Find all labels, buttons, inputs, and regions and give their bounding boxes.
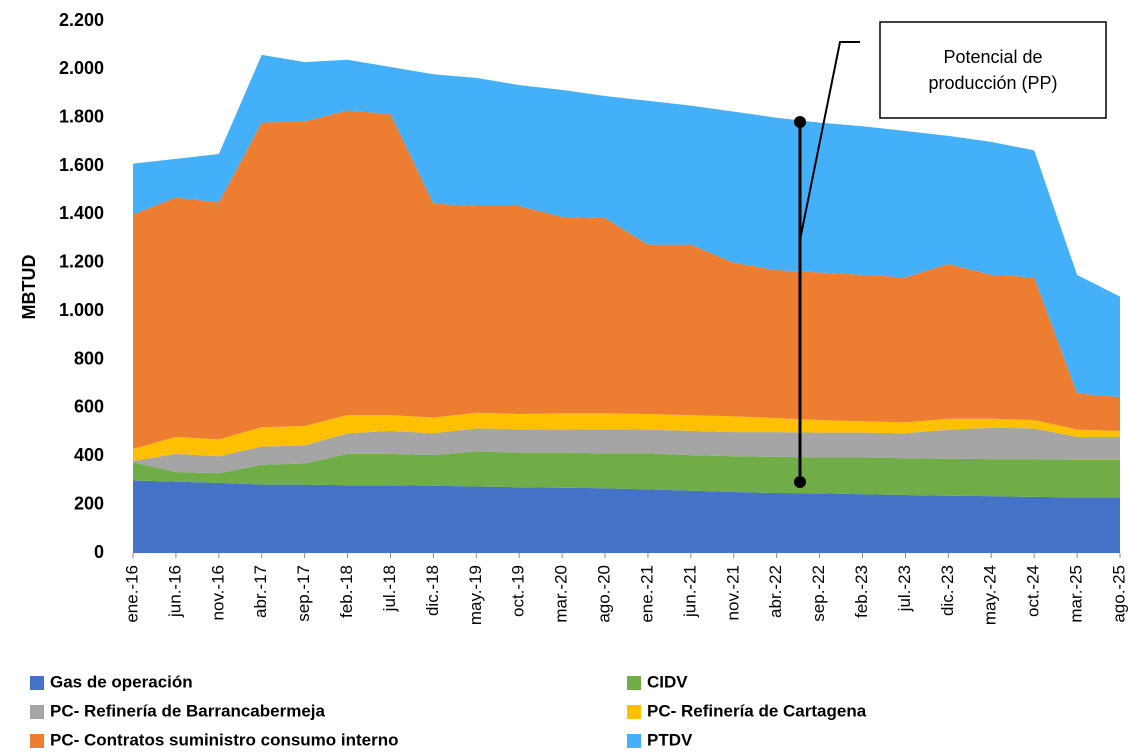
y-tick-label: 1.400 bbox=[59, 203, 104, 223]
y-tick-label: 2.000 bbox=[59, 58, 104, 78]
legend-label: PC- Refinería de Barrancabermeja bbox=[50, 701, 325, 720]
x-tick-label: sep.-22 bbox=[809, 565, 828, 622]
x-tick-label: ene.-16 bbox=[122, 565, 141, 623]
x-tick-label: nov.-21 bbox=[723, 565, 742, 620]
y-tick-label: 2.200 bbox=[59, 10, 104, 30]
legend-swatch bbox=[30, 734, 44, 748]
annotation: Potencial de producción (PP) bbox=[928, 47, 1058, 93]
annotation-leader bbox=[799, 41, 860, 241]
legend-swatch bbox=[627, 676, 641, 690]
x-tick-label: feb.-18 bbox=[337, 565, 356, 618]
y-tick-label: 0 bbox=[94, 542, 104, 562]
x-tick-label: jul.-18 bbox=[380, 565, 399, 612]
x-tick-label: jul.-23 bbox=[895, 565, 914, 612]
annotation-box bbox=[879, 21, 1107, 119]
y-tick-label: 800 bbox=[74, 348, 104, 368]
x-tick-label: sep.-17 bbox=[294, 565, 313, 622]
x-tick-label: nov.-16 bbox=[208, 565, 227, 620]
x-tick-label: jun.-16 bbox=[165, 565, 184, 618]
area bbox=[133, 427, 1120, 474]
legend-label: PTDV bbox=[647, 730, 693, 749]
legend-swatch bbox=[627, 734, 641, 748]
x-tick-label: oct.-24 bbox=[1024, 565, 1043, 617]
x-tick-label: abr.-22 bbox=[766, 565, 785, 618]
x-tick-label: ene.-21 bbox=[637, 565, 656, 623]
x-tick-label: ago.-20 bbox=[595, 565, 614, 623]
x-tick-label: oct.-19 bbox=[509, 565, 528, 617]
y-axis-label: MBTUD bbox=[19, 255, 39, 320]
area bbox=[133, 480, 1120, 553]
y-tick-label: 1.200 bbox=[59, 252, 104, 272]
area bbox=[133, 451, 1120, 498]
x-tick-label: abr.-17 bbox=[251, 565, 270, 618]
legend-swatch bbox=[627, 705, 641, 719]
x-tick-label: ago.-25 bbox=[1109, 565, 1128, 623]
legend-label: Gas de operación bbox=[50, 672, 193, 691]
y-tick-label: 1.800 bbox=[59, 106, 104, 126]
pp-range-dot bbox=[794, 476, 806, 488]
x-tick-label: may.-24 bbox=[981, 565, 1000, 625]
legend-swatch bbox=[30, 676, 44, 690]
y-tick-label: 600 bbox=[74, 397, 104, 417]
plot-area bbox=[133, 54, 1120, 553]
y-tick-label: 1.600 bbox=[59, 155, 104, 175]
area bbox=[133, 412, 1120, 462]
y-tick-label: 200 bbox=[74, 493, 104, 513]
annotation-holder: Potencial de producción (PP) bbox=[928, 47, 1058, 93]
x-tick-label: mar.-20 bbox=[552, 565, 571, 623]
legend-swatch bbox=[30, 705, 44, 719]
pp-range-dot bbox=[794, 116, 806, 128]
area bbox=[133, 54, 1120, 398]
legend-label: PC- Contratos suministro consumo interno bbox=[50, 730, 399, 749]
y-tick-label: 400 bbox=[74, 445, 104, 465]
x-tick-label: jun.-21 bbox=[680, 565, 699, 618]
legend-label: CIDV bbox=[647, 672, 688, 691]
area bbox=[133, 110, 1120, 450]
y-tick-label: 1.000 bbox=[59, 300, 104, 320]
x-tick-label: dic.-18 bbox=[423, 565, 442, 616]
x-tick-label: may.-19 bbox=[466, 565, 485, 625]
x-tick-label: mar.-25 bbox=[1067, 565, 1086, 623]
x-tick-label: feb.-23 bbox=[852, 565, 871, 618]
legend-label: PC- Refinería de Cartagena bbox=[647, 701, 867, 720]
x-tick-label: dic.-23 bbox=[938, 565, 957, 616]
